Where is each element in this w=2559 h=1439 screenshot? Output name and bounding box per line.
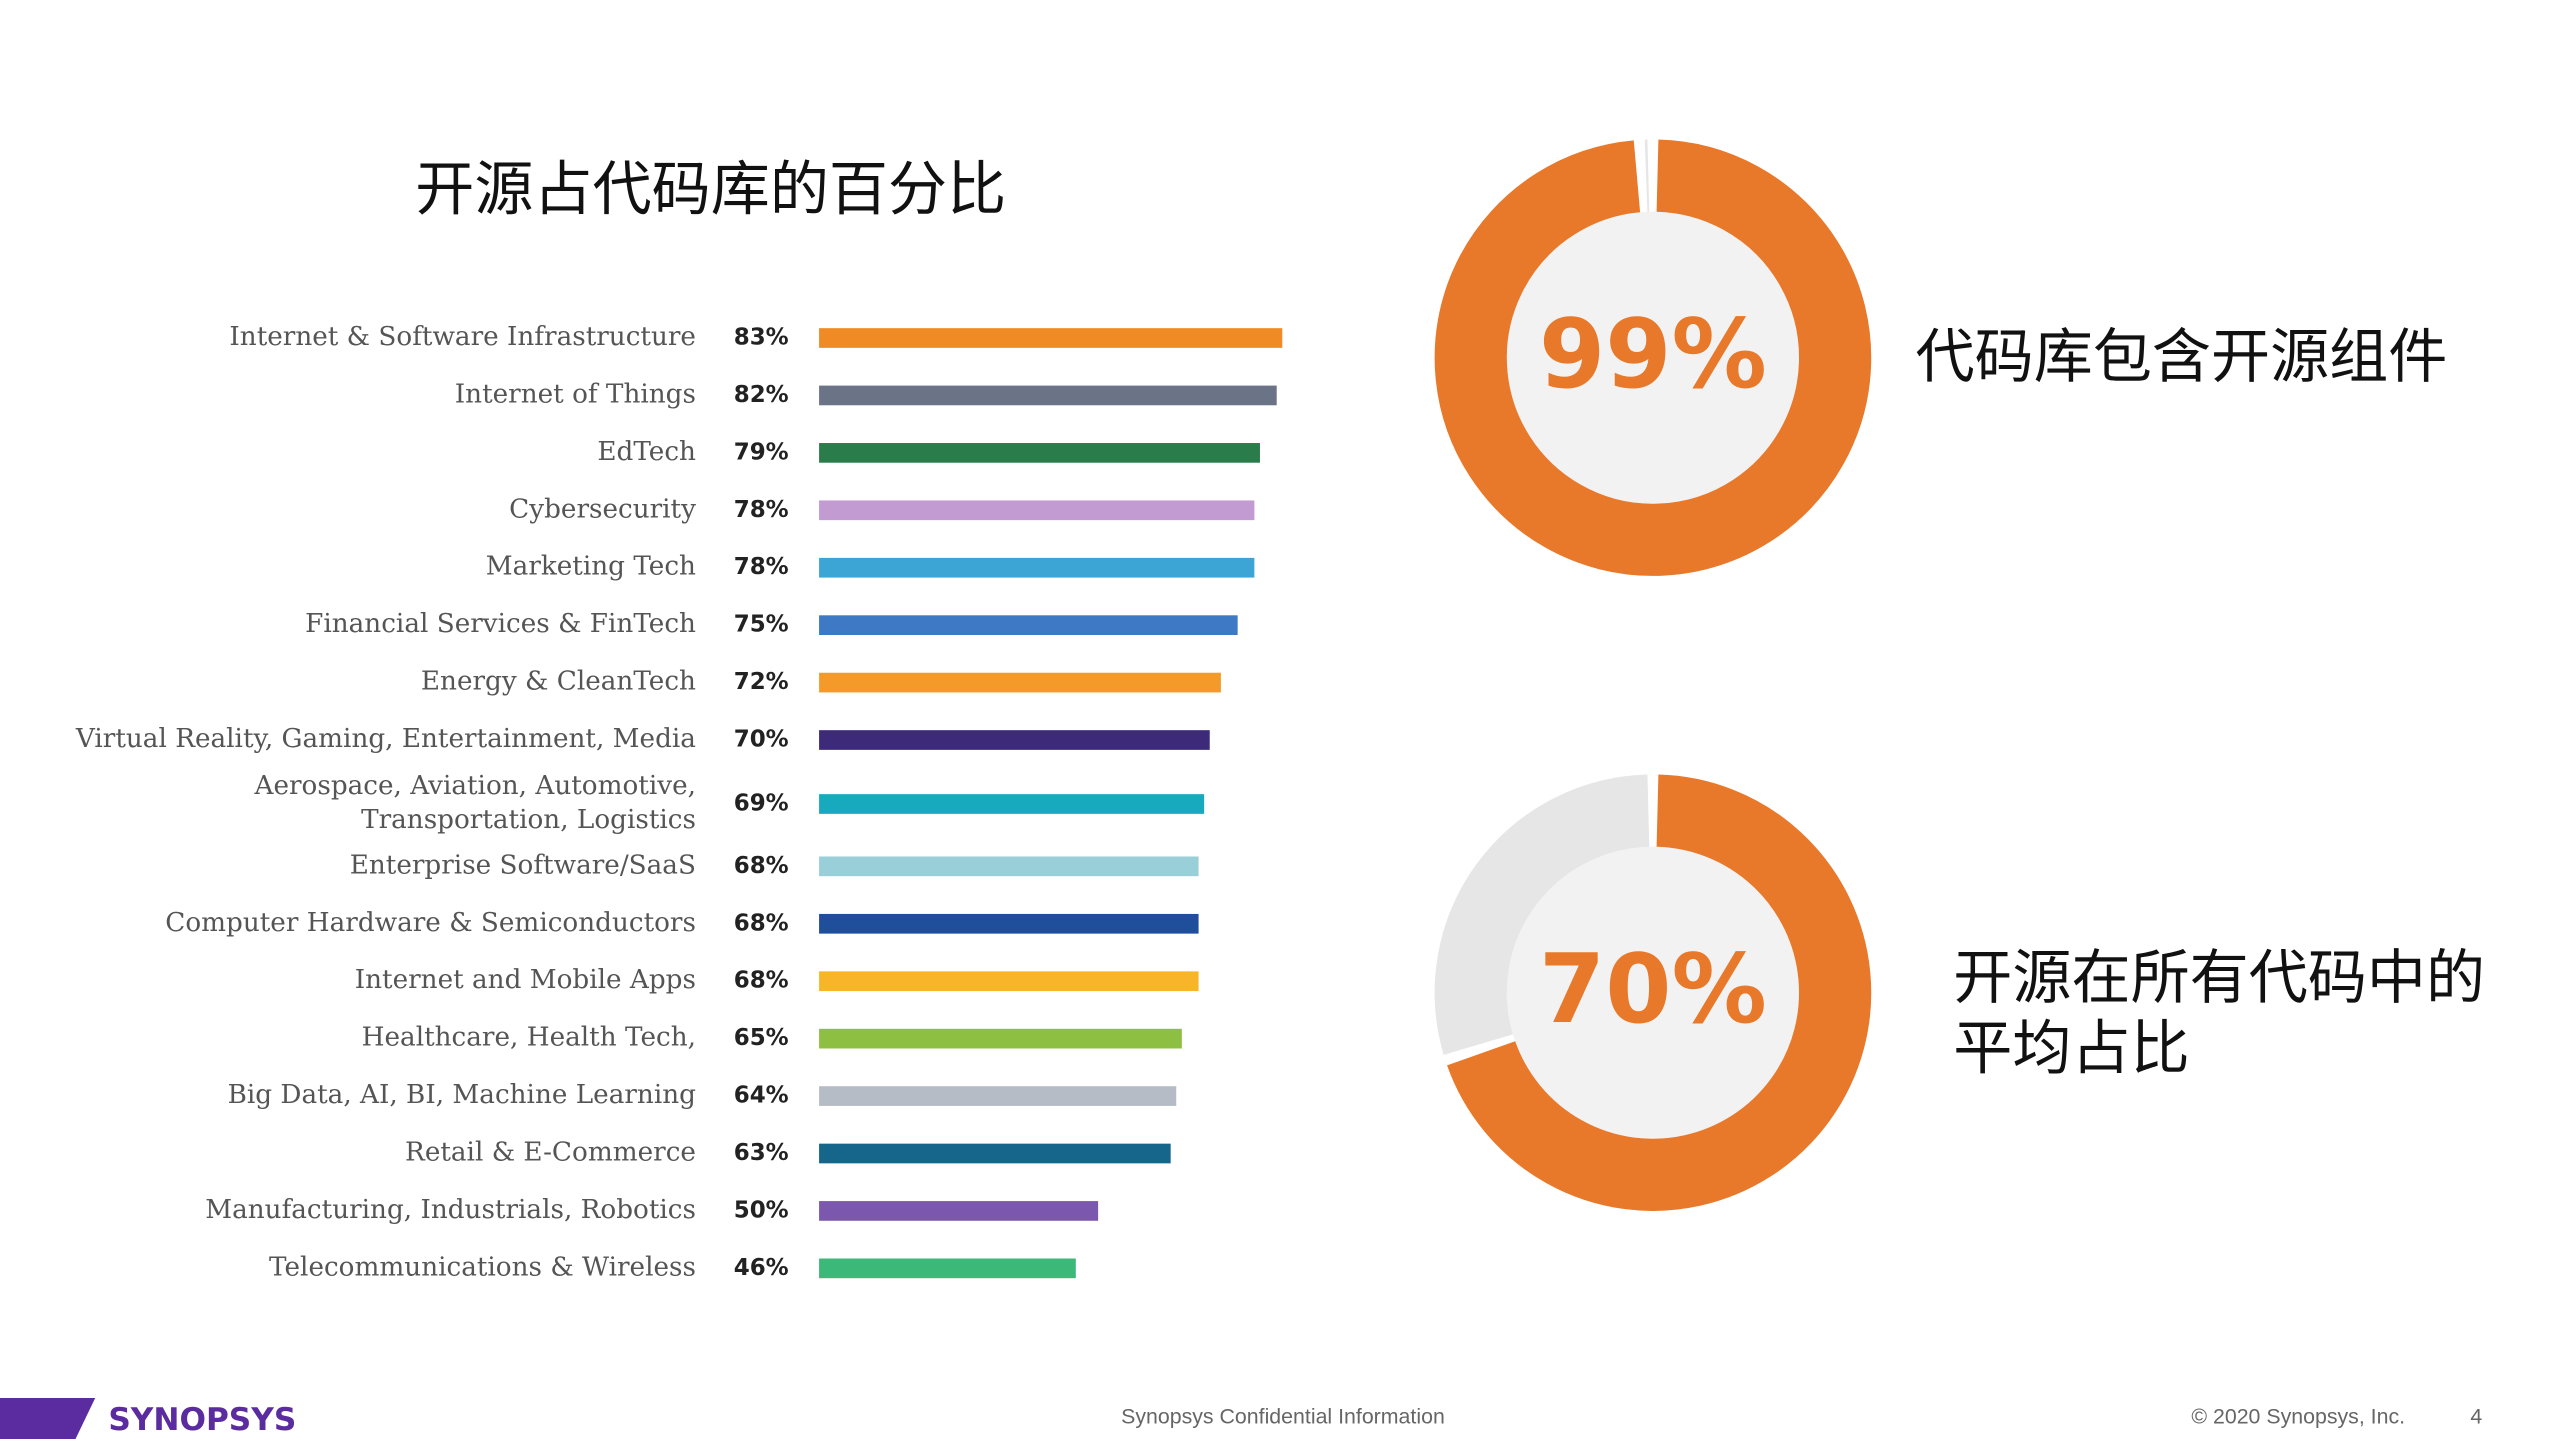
value-label: 50%	[734, 1197, 789, 1223]
page-number: 4	[2470, 1404, 2482, 1428]
donut-arc	[1447, 774, 1872, 1211]
value-label: 68%	[734, 853, 789, 879]
donut-hole	[1506, 211, 1800, 504]
value-label: 65%	[734, 1025, 789, 1051]
value-label: 82%	[734, 382, 789, 408]
value-label: 83%	[734, 325, 789, 351]
donut-caption: 开源在所有代码中的平均占比	[1953, 943, 2485, 1083]
category-label: Virtual Reality, Gaming, Entertainment, …	[75, 724, 696, 754]
donut-remainder	[1434, 774, 1651, 1055]
category-label: Internet & Software Infrastructure	[229, 322, 696, 352]
bar	[819, 500, 1255, 521]
donut-caption: 代码库包含开源组件	[1916, 322, 2448, 391]
category-label: Telecommunications & Wireless	[269, 1252, 696, 1282]
category-label: Marketing Tech	[486, 552, 696, 582]
category-label: Enterprise Software/SaaS	[350, 850, 696, 880]
confidential: Synopsys Confidential Information	[1121, 1404, 1445, 1428]
value-label: 72%	[734, 669, 789, 695]
value-label: 64%	[734, 1083, 789, 1109]
category-label: Computer Hardware & Semiconductors	[165, 908, 696, 938]
category-label: Internet and Mobile Apps	[355, 965, 696, 995]
bar	[819, 1143, 1171, 1164]
category-label: Energy & CleanTech	[421, 667, 696, 697]
copyright: © 2020 Synopsys, Inc.	[2191, 1404, 2405, 1428]
bar	[819, 730, 1210, 750]
logo: SYNOPSYS	[108, 1402, 296, 1438]
bar	[819, 1028, 1182, 1049]
category-label: Financial Services & FinTech	[305, 609, 696, 639]
donut-arc	[1434, 139, 1872, 576]
category-label: Healthcare, Health Tech,	[362, 1023, 696, 1053]
bar	[819, 1086, 1177, 1106]
category-label: Cybersecurity	[509, 494, 696, 524]
bar	[819, 1258, 1076, 1279]
value-label: 75%	[734, 612, 789, 638]
bar	[819, 557, 1255, 578]
category-label: EdTech	[597, 437, 696, 467]
bar	[819, 615, 1238, 635]
value-label: 79%	[734, 439, 789, 465]
value-label: 68%	[734, 910, 789, 936]
bar	[819, 672, 1221, 693]
category-label: Retail & E-Commerce	[405, 1138, 696, 1168]
bar	[819, 385, 1277, 406]
bar	[819, 443, 1260, 463]
bar	[819, 856, 1199, 877]
value-label: 68%	[734, 968, 789, 994]
bar	[819, 1201, 1099, 1221]
value-label: 63%	[734, 1140, 789, 1166]
value-label: 69%	[734, 791, 789, 817]
category-label: Manufacturing, Industrials, Robotics	[205, 1195, 696, 1225]
value-label: 78%	[734, 497, 789, 523]
bar	[819, 913, 1199, 934]
chart-title: 开源占代码库的百分比	[415, 155, 1006, 224]
value-label: 78%	[734, 554, 789, 580]
value-label: 70%	[734, 727, 789, 753]
bar	[819, 971, 1199, 992]
category-label: Internet of Things	[455, 379, 696, 409]
donut-label: 70%	[1539, 935, 1767, 1045]
category-label: Aerospace, Aviation, Automotive, Transpor…	[254, 771, 696, 835]
donut-hole	[1506, 846, 1800, 1139]
logo-shape	[0, 1397, 96, 1439]
category-label: Big Data, AI, BI, Machine Learning	[228, 1080, 697, 1110]
value-label: 46%	[734, 1255, 789, 1281]
bar	[819, 328, 1283, 348]
bar	[819, 794, 1205, 814]
donut-label: 99%	[1539, 300, 1767, 410]
